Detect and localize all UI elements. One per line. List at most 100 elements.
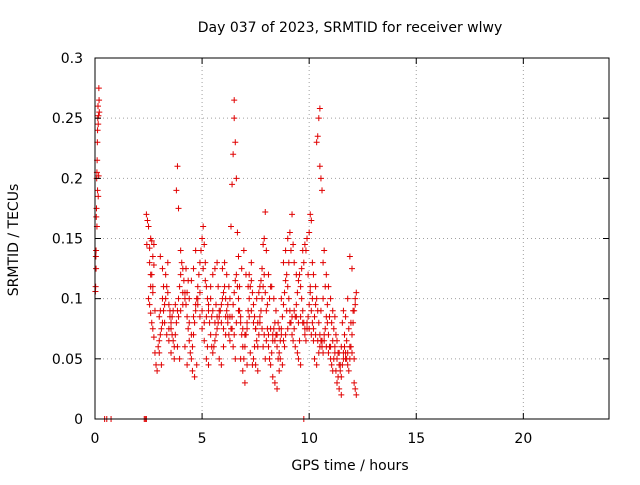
data-point: [268, 349, 275, 356]
data-point: [177, 247, 184, 254]
data-point: [248, 259, 255, 266]
data-point: [168, 319, 175, 326]
data-point: [230, 301, 237, 308]
data-point: [315, 349, 322, 356]
data-point: [342, 313, 349, 320]
data-point: [214, 325, 221, 332]
y-tick-label: 0.15: [52, 232, 83, 248]
data-point: [344, 361, 351, 368]
data-point: [271, 337, 278, 344]
data-point: [231, 331, 238, 338]
y-tick-label: 0.1: [61, 292, 83, 308]
data-point: [297, 361, 304, 368]
y-tick-label: 0.25: [52, 111, 83, 127]
data-point: [315, 115, 322, 122]
data-point: [221, 259, 228, 266]
data-point: [226, 313, 233, 320]
data-point: [304, 319, 311, 326]
data-point: [199, 307, 206, 314]
data-point: [306, 325, 313, 332]
data-point: [198, 247, 205, 254]
data-point: [284, 325, 291, 332]
data-point: [320, 295, 327, 302]
data-point: [195, 271, 202, 278]
data-point: [327, 295, 334, 302]
data-point: [328, 319, 335, 326]
data-point: [244, 325, 251, 332]
data-point: [156, 349, 163, 356]
data-point: [276, 349, 283, 356]
data-point: [229, 325, 236, 332]
data-point: [199, 235, 206, 242]
data-point: [165, 325, 172, 332]
data-point: [95, 121, 102, 128]
axis-ticks: 0 5 10 15 20 0 0.05 0.1 0.15 0.2 0.25 0.3: [52, 51, 609, 447]
chart-title: Day 037 of 2023, SRMTID for receiver wlw…: [198, 20, 503, 36]
data-point: [324, 301, 331, 308]
data-point: [206, 319, 213, 326]
data-point: [306, 301, 313, 308]
data-point: [322, 283, 329, 290]
data-point: [194, 295, 201, 302]
data-point: [292, 343, 299, 350]
data-point: [293, 271, 300, 278]
data-point: [308, 217, 315, 224]
data-point: [93, 213, 100, 220]
data-point: [196, 259, 203, 266]
data-point: [285, 295, 292, 302]
data-point: [293, 301, 300, 308]
data-point: [304, 235, 311, 242]
data-point: [340, 307, 347, 314]
data-point: [248, 307, 255, 314]
data-point: [242, 271, 249, 278]
data-point: [270, 295, 277, 302]
data-point: [222, 331, 229, 338]
data-point: [211, 319, 218, 326]
data-point: [294, 349, 301, 356]
data-point: [259, 265, 266, 272]
data-point: [351, 379, 358, 386]
data-point: [301, 331, 308, 338]
data-point: [271, 379, 278, 386]
data-point: [153, 361, 160, 368]
data-point: [230, 343, 237, 350]
data-point: [173, 187, 180, 194]
data-point: [307, 283, 314, 290]
data-point: [247, 349, 254, 356]
data-point: [92, 253, 99, 260]
data-point: [344, 295, 351, 302]
data-point: [343, 337, 350, 344]
data-point: [92, 283, 99, 290]
data-point: [213, 331, 220, 338]
data-point: [330, 325, 337, 332]
data-point: [218, 301, 225, 308]
data-point: [262, 355, 269, 362]
data-point: [257, 277, 264, 284]
data-point: [283, 271, 290, 278]
data-point: [274, 343, 281, 350]
data-point: [313, 139, 320, 146]
data-point: [309, 319, 316, 326]
data-point: [185, 325, 192, 332]
data-point: [319, 337, 326, 344]
data-point: [240, 247, 247, 254]
data-point: [207, 283, 214, 290]
data-point: [241, 379, 248, 386]
data-point: [280, 337, 287, 344]
data-point: [151, 307, 158, 314]
data-point: [189, 367, 196, 374]
data-point: [168, 349, 175, 356]
data-point: [339, 319, 346, 326]
data-point: [317, 175, 324, 182]
data-point: [315, 319, 322, 326]
data-point: [220, 289, 227, 296]
data-point: [262, 289, 269, 296]
data-point: [149, 253, 156, 260]
data-point: [251, 313, 258, 320]
data-point: [310, 271, 317, 278]
data-point: [154, 367, 161, 374]
data-point: [205, 301, 212, 308]
data-point: [216, 307, 223, 314]
data-point: [326, 313, 333, 320]
